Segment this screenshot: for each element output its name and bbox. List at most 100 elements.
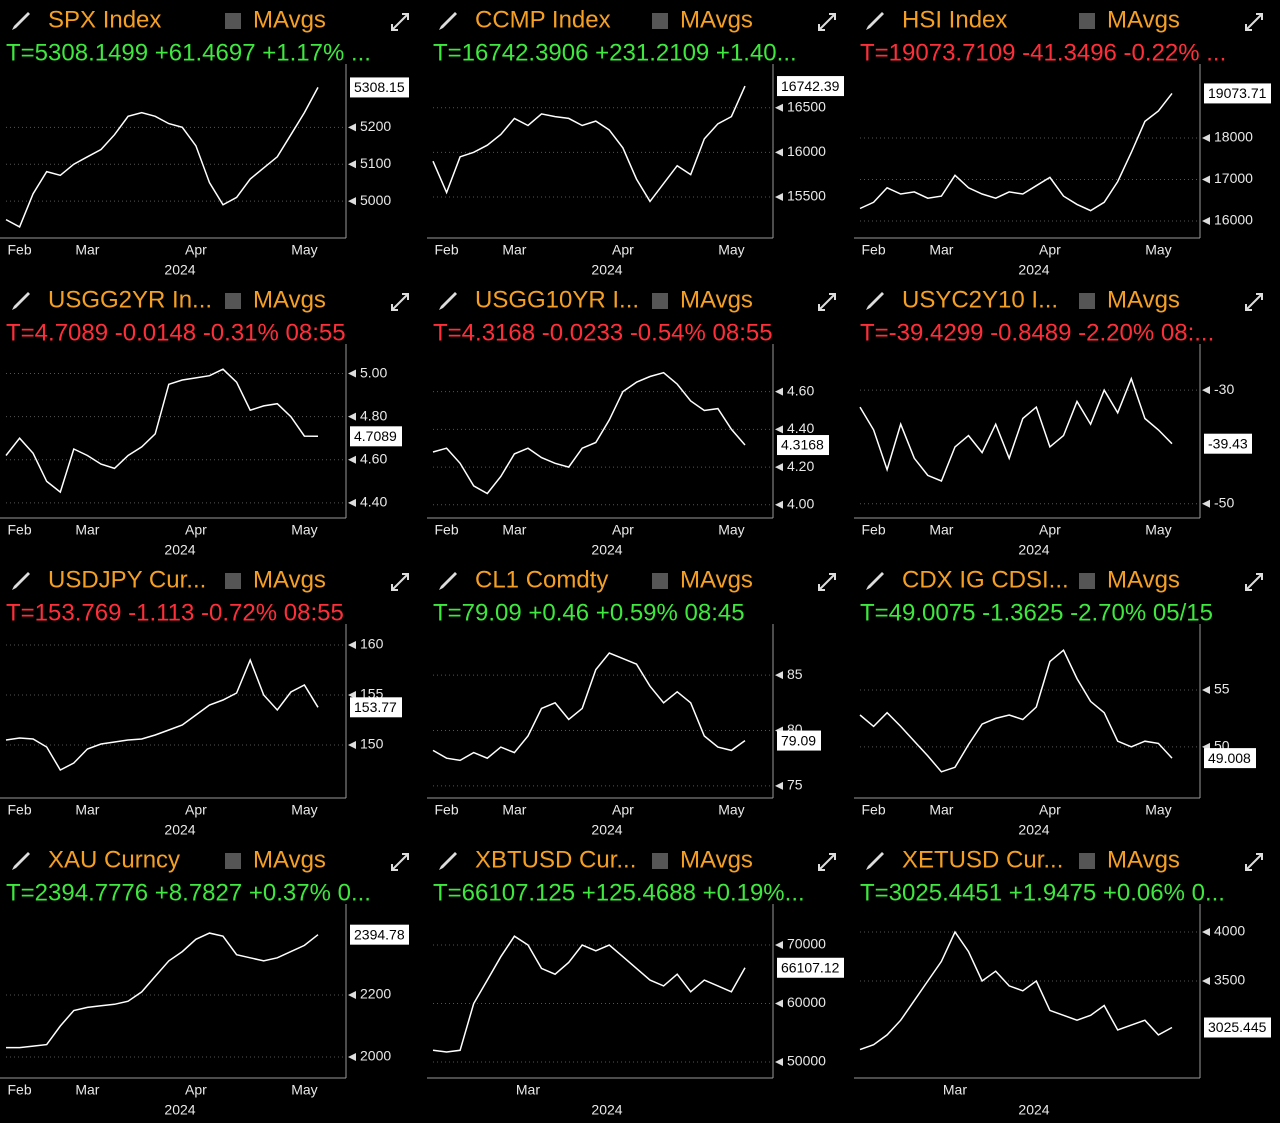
expand-icon[interactable] — [391, 853, 409, 871]
expand-icon[interactable] — [391, 13, 409, 31]
x-tick-label: Feb — [862, 522, 886, 538]
x-tick-label: Mar — [75, 522, 99, 538]
price-line — [5, 368, 319, 494]
x-tick-label: Feb — [435, 802, 459, 818]
last-value-box — [1204, 433, 1252, 454]
toggle-box[interactable] — [652, 573, 668, 589]
tick-mark — [1202, 386, 1210, 395]
tick-mark — [348, 741, 356, 749]
x-axis-label: 2024 — [164, 542, 195, 558]
x-tick-label: Apr — [1039, 802, 1061, 818]
expand-icon[interactable] — [818, 293, 836, 311]
expand-icon[interactable] — [1245, 13, 1263, 31]
expand-icon[interactable] — [391, 293, 409, 311]
toggle-box[interactable] — [652, 13, 668, 29]
edit-icon[interactable] — [12, 12, 30, 30]
last-value-label: -39.43 — [1208, 435, 1248, 451]
panel-title: CL1 Comdty — [475, 566, 608, 593]
x-tick-label: Feb — [435, 522, 459, 538]
edit-icon[interactable] — [866, 572, 884, 590]
edit-icon[interactable] — [866, 292, 884, 310]
x-tick-label: Feb — [8, 802, 32, 818]
expand-icon[interactable] — [1245, 573, 1263, 591]
panel-title: XETUSD Cur... — [902, 846, 1063, 873]
toggle-label[interactable]: MAvgs — [680, 846, 753, 873]
toggle-box[interactable] — [1079, 293, 1095, 309]
quote-line: T=16742.3906 +231.2109 +1.40... — [433, 39, 797, 66]
y-tick-label: -50 — [1214, 494, 1234, 510]
edit-icon[interactable] — [439, 12, 457, 30]
x-tick-label: May — [718, 242, 744, 258]
toggle-label[interactable]: MAvgs — [680, 6, 753, 33]
tick-mark — [348, 369, 356, 378]
tick-mark — [775, 103, 783, 112]
toggle-box[interactable] — [1079, 853, 1095, 869]
edit-icon[interactable] — [12, 292, 30, 310]
toggle-box[interactable] — [225, 293, 241, 309]
toggle-label[interactable]: MAvgs — [253, 286, 326, 313]
quote-line: T=4.3168 -0.0233 -0.54% 08:55 — [433, 319, 773, 346]
y-tick-label: 75 — [787, 777, 803, 793]
price-line — [432, 935, 746, 1053]
expand-icon[interactable] — [818, 13, 836, 31]
toggle-box[interactable] — [225, 853, 241, 869]
price-line — [6, 932, 319, 1049]
tick-mark — [348, 455, 356, 464]
panel-title: XAU Curncy — [48, 846, 180, 873]
y-tick-label: 50000 — [787, 1053, 826, 1069]
expand-icon[interactable] — [1245, 853, 1263, 871]
expand-icon[interactable] — [1245, 293, 1263, 311]
edit-icon[interactable] — [439, 292, 457, 310]
x-tick-label: May — [1145, 802, 1171, 818]
x-tick-label: Apr — [1039, 522, 1061, 538]
price-line — [859, 649, 1173, 773]
y-tick-label: 4.60 — [360, 450, 387, 466]
x-tick-label: May — [718, 522, 744, 538]
expand-icon[interactable] — [818, 853, 836, 871]
toggle-label[interactable]: MAvgs — [1107, 566, 1180, 593]
price-line — [432, 371, 746, 495]
edit-icon[interactable] — [12, 572, 30, 590]
edit-icon[interactable] — [439, 852, 457, 870]
edit-icon[interactable] — [12, 852, 30, 870]
edit-icon[interactable] — [439, 572, 457, 590]
toggle-label[interactable]: MAvgs — [1107, 6, 1180, 33]
toggle-label[interactable]: MAvgs — [253, 566, 326, 593]
toggle-box[interactable] — [652, 293, 668, 309]
toggle-label[interactable]: MAvgs — [680, 286, 753, 313]
y-tick-label: 2000 — [360, 1048, 391, 1064]
toggle-box[interactable] — [225, 573, 241, 589]
toggle-label[interactable]: MAvgs — [253, 6, 326, 33]
toggle-box[interactable] — [1079, 13, 1095, 29]
quote-line: T=66107.125 +125.4688 +0.19%... — [433, 879, 805, 906]
x-tick-label: Mar — [929, 522, 953, 538]
expand-icon[interactable] — [391, 573, 409, 591]
price-line — [5, 657, 319, 771]
toggle-label[interactable]: MAvgs — [680, 566, 753, 593]
y-tick-label: 70000 — [787, 936, 826, 952]
last-value-box — [777, 76, 844, 97]
y-tick-label: 4000 — [1214, 923, 1245, 939]
panel-title: SPX Index — [48, 6, 161, 33]
toggle-box[interactable] — [652, 853, 668, 869]
last-value-box — [777, 730, 821, 751]
price-line — [859, 92, 1173, 212]
toggle-label[interactable]: MAvgs — [253, 846, 326, 873]
x-axis-label: 2024 — [591, 542, 622, 558]
last-value-box — [350, 924, 409, 945]
toggle-box[interactable] — [1079, 573, 1095, 589]
last-value-label: 153.77 — [354, 699, 397, 715]
expand-icon[interactable] — [818, 573, 836, 591]
last-value-label: 4.7089 — [354, 428, 397, 444]
y-tick-label: 4.80 — [360, 407, 387, 423]
toggle-box[interactable] — [225, 13, 241, 29]
y-tick-label: 4.40 — [787, 420, 814, 436]
edit-icon[interactable] — [866, 12, 884, 30]
quote-line: T=5308.1499 +61.4697 +1.17% ... — [6, 39, 371, 66]
toggle-label[interactable]: MAvgs — [1107, 846, 1180, 873]
toggle-label[interactable]: MAvgs — [1107, 286, 1180, 313]
edit-icon[interactable] — [866, 852, 884, 870]
tick-mark — [1202, 685, 1210, 694]
x-tick-label: Feb — [862, 242, 886, 258]
